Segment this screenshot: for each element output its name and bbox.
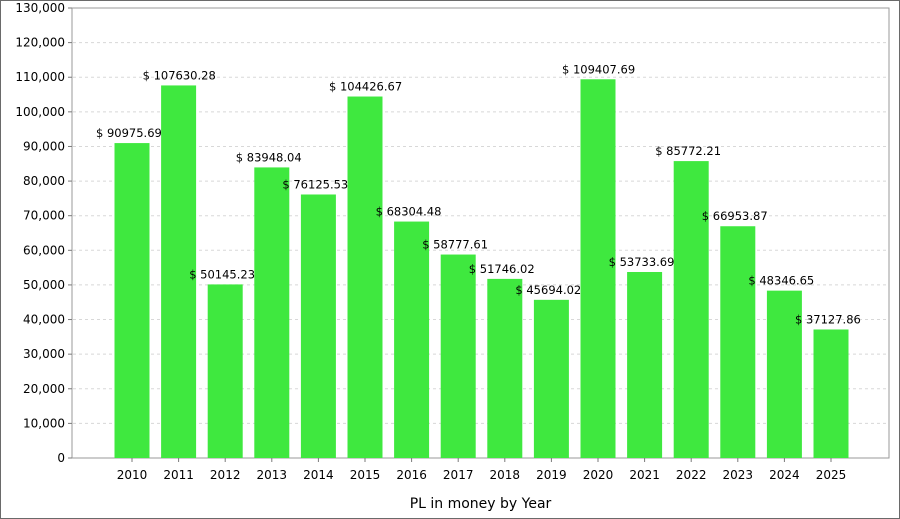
bar-value-label: $ 107630.28 [143,68,216,82]
x-tick-label: 2025 [816,468,847,482]
y-tick-label: 80,000 [23,174,65,188]
bar-value-label: $ 83948.04 [236,150,302,164]
bar [254,167,290,458]
y-tick-label: 90,000 [23,139,65,153]
x-tick-label: 2020 [583,468,614,482]
x-axis-title: PL in money by Year [410,496,552,512]
bar [580,79,616,459]
bar [440,254,476,458]
bar-value-label: $ 109407.69 [562,62,635,76]
bar-value-label: $ 48346.65 [748,274,814,288]
bar [720,226,756,458]
bars [114,79,849,459]
bar [161,85,197,458]
y-tick-label: 70,000 [23,209,65,223]
x-tick-label: 2013 [257,468,288,482]
bar-value-label: $ 53733.69 [609,255,675,269]
y-tick-label: 30,000 [23,347,65,361]
y-tick-label: 0 [57,451,65,465]
y-tick-label: 130,000 [15,1,65,15]
x-tick-label: 2011 [163,468,194,482]
x-axis: 2010 2011 2012 2013 2014 2015 2016 2017 2018 2019… [117,458,847,482]
bar-value-label: $ 66953.87 [702,209,768,223]
y-tick-label: 110,000 [15,70,65,84]
x-tick-label: 2022 [676,468,707,482]
bar-value-label: $ 37127.86 [795,312,861,326]
bar [347,96,383,458]
data-labels: $ 90975.69 $ 107630.28 $ 50145.23 $ 83948.0… [96,62,861,326]
bar [394,221,430,458]
x-tick-label: 2012 [210,468,241,482]
y-tick-label: 120,000 [15,36,65,50]
x-tick-label: 2010 [117,468,148,482]
bar-value-label: $ 58777.61 [422,238,488,252]
bar [813,329,849,458]
bar-value-label: $ 76125.53 [282,177,348,191]
x-tick-label: 2014 [303,468,334,482]
x-tick-label: 2015 [350,468,381,482]
x-tick-label: 2024 [769,468,800,482]
bar [487,278,523,458]
bar-value-label: $ 68304.48 [376,205,442,219]
bar-value-label: $ 50145.23 [189,267,255,281]
bar [300,194,336,458]
x-tick-label: 2016 [396,468,427,482]
bar [766,290,802,458]
y-tick-label: 50,000 [23,278,65,292]
bar-value-label: $ 104426.67 [329,80,402,94]
bar [114,143,150,458]
y-tick-label: 60,000 [23,243,65,257]
x-tick-label: 2021 [629,468,660,482]
y-tick-label: 20,000 [23,382,65,396]
bar-value-label: $ 51746.02 [469,262,535,276]
x-tick-label: 2019 [536,468,567,482]
y-tick-label: 40,000 [23,313,65,327]
bar-value-label: $ 90975.69 [96,126,162,140]
bar [533,299,569,458]
bar [627,271,663,458]
x-tick-label: 2018 [490,468,521,482]
y-axis: 0 10,000 20,000 30,000 40,000 50,000 60,000 70,… [15,1,72,465]
x-tick-label: 2023 [723,468,754,482]
x-tick-label: 2017 [443,468,474,482]
bar [207,284,243,458]
bar-value-label: $ 85772.21 [655,144,721,158]
y-tick-label: 100,000 [15,105,65,119]
y-tick-label: 10,000 [23,416,65,430]
bar [673,161,709,458]
bar-value-label: $ 45694.02 [515,283,581,297]
